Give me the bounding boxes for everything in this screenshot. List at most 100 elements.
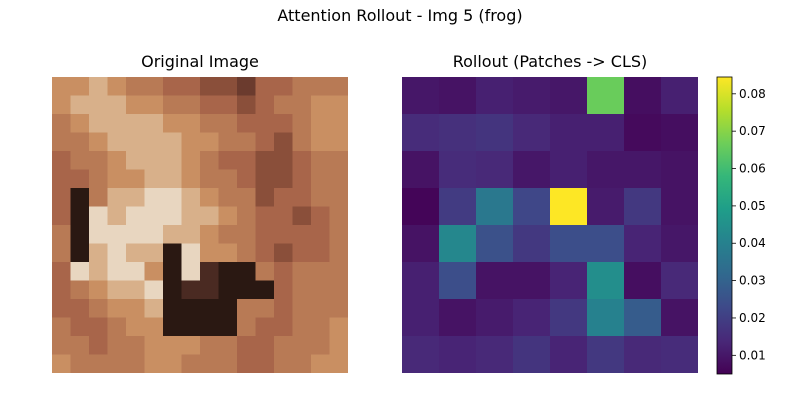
image-pixel [311,206,330,226]
image-pixel [237,77,256,96]
image-pixel [181,336,201,355]
image-pixel [163,317,182,337]
image-pixel [89,280,108,300]
image-pixel [70,299,90,318]
image-pixel [274,280,293,300]
image-pixel [200,280,219,300]
image-pixel [218,151,238,170]
image-pixel [255,243,275,263]
image-pixel [181,114,201,133]
image-pixel [70,280,90,300]
heatmap-cell [476,336,514,373]
image-pixel [200,243,219,263]
image-pixel [274,317,293,337]
image-pixel [144,354,164,373]
image-pixel [255,151,275,170]
image-pixel [144,243,164,263]
image-pixel [218,299,238,318]
image-pixel [52,262,71,281]
original-image-title: Original Image [141,52,259,71]
image-pixel [52,114,71,133]
image-pixel [274,206,293,226]
image-pixel [181,225,201,244]
image-pixel [200,188,219,207]
image-pixel [163,262,182,281]
image-pixel [126,336,145,355]
image-pixel [126,169,145,189]
heatmap-cell [402,299,440,337]
heatmap-cell [550,336,588,373]
image-pixel [200,299,219,318]
image-pixel [292,151,312,170]
image-pixel [89,243,108,263]
image-pixel [311,262,330,281]
image-pixel [329,317,348,337]
image-pixel [237,95,256,115]
image-pixel [126,299,145,318]
image-pixel [181,132,201,152]
image-pixel [255,95,275,115]
image-pixel [311,169,330,189]
image-pixel [126,114,145,133]
image-pixel [126,243,145,263]
heatmap-cell [550,299,588,337]
image-pixel [218,354,238,373]
image-pixel [163,243,182,263]
image-pixel [274,95,293,115]
image-pixel [70,77,90,96]
heatmap-cell [439,151,477,189]
image-pixel [255,280,275,300]
image-pixel [311,280,330,300]
image-pixel [329,243,348,263]
image-pixel [52,169,71,189]
heatmap-cell [439,188,477,226]
image-pixel [329,262,348,281]
image-pixel [107,262,127,281]
image-pixel [200,336,219,355]
image-pixel [70,132,90,152]
image-pixel [237,317,256,337]
heatmap-cell [513,188,551,226]
image-pixel [292,262,312,281]
image-pixel [126,225,145,244]
image-pixel [292,132,312,152]
image-pixel [255,132,275,152]
image-pixel [292,354,312,373]
image-pixel [107,151,127,170]
image-pixel [181,95,201,115]
image-pixel [126,95,145,115]
image-pixel [144,132,164,152]
image-pixel [200,151,219,170]
image-pixel [292,77,312,96]
image-pixel [329,188,348,207]
heatmap-cell [624,77,662,115]
heatmap-cell [661,151,698,189]
image-pixel [200,114,219,133]
image-pixel [311,354,330,373]
image-pixel [255,317,275,337]
image-pixel [274,336,293,355]
image-pixel [292,169,312,189]
image-pixel [126,188,145,207]
image-pixel [89,151,108,170]
colorbar-tick-label: 0.08 [739,87,766,101]
image-pixel [89,132,108,152]
image-pixel [255,336,275,355]
heatmap-cell [550,77,588,115]
heatmap-cell [587,262,625,300]
image-pixel [181,262,201,281]
image-pixel [52,188,71,207]
image-pixel [70,262,90,281]
image-pixel [144,77,164,96]
image-pixel [237,354,256,373]
image-pixel [274,169,293,189]
heatmap-cell [624,336,662,373]
image-pixel [52,77,71,96]
image-pixel [89,95,108,115]
image-pixel [70,336,90,355]
image-pixel [163,188,182,207]
heatmap-cell [624,299,662,337]
heatmap-cell [476,262,514,300]
image-pixel [292,336,312,355]
image-pixel [292,225,312,244]
